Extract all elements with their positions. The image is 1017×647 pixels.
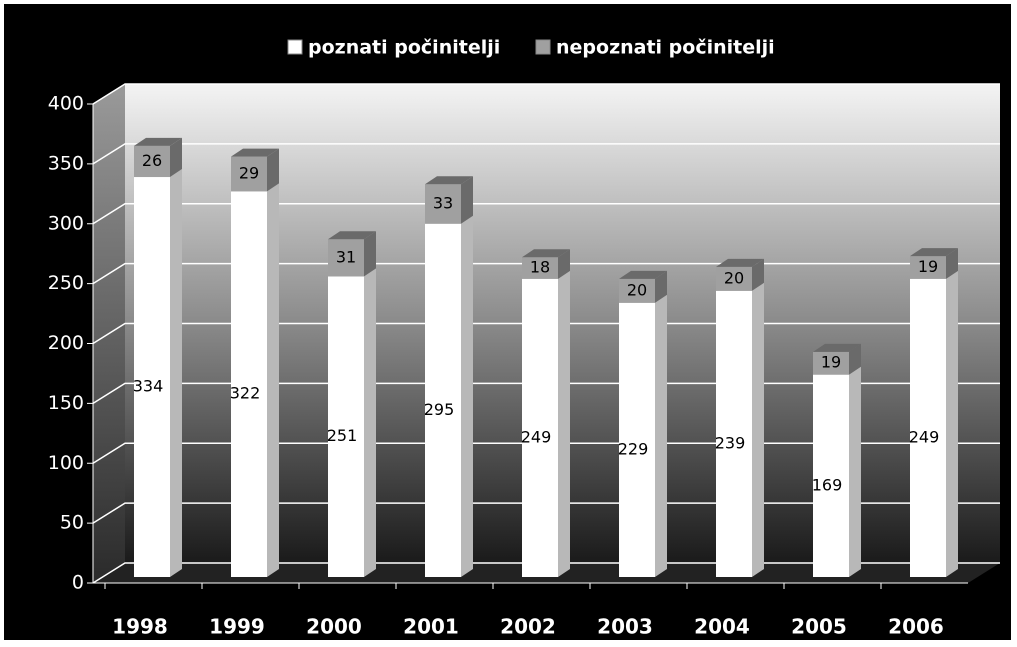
legend-label: poznati počinitelji: [308, 37, 500, 59]
bar-side: [267, 183, 279, 577]
bar-side: [558, 249, 570, 279]
data-label: 251: [327, 426, 358, 445]
y-tick-label: 350: [48, 152, 84, 174]
bar-side: [655, 270, 667, 303]
x-tick-label: 2003: [597, 615, 653, 639]
grid-line: [92, 562, 1000, 584]
y-tick-label: 250: [48, 272, 84, 294]
bar-segment: [910, 278, 946, 577]
grid-line: [92, 502, 1000, 524]
x-tick-label: 2004: [694, 615, 750, 639]
bar-top: [231, 148, 279, 157]
x-tick-label: 2006: [888, 615, 944, 639]
bar-side: [655, 294, 667, 577]
grid-line: [92, 442, 1000, 464]
bar-segment: [134, 177, 170, 577]
x-tick-label: 1998: [112, 615, 168, 639]
legend-swatch: [287, 39, 303, 55]
bar-segment: [231, 191, 267, 577]
data-label: 249: [521, 427, 552, 446]
y-tick-label: 50: [60, 512, 84, 534]
bar-top: [134, 137, 182, 146]
bar-side: [267, 148, 279, 192]
data-label: 249: [909, 427, 940, 446]
data-label: 334: [133, 377, 164, 396]
data-label: 169: [812, 475, 843, 494]
bar-segment: [813, 351, 849, 375]
data-label: 26: [142, 151, 162, 170]
bar-side: [558, 270, 570, 577]
bar-side: [752, 258, 764, 291]
bar-segment: [619, 302, 655, 577]
data-label: 29: [239, 164, 259, 183]
bar-top: [522, 249, 570, 258]
y-tick-label: 200: [48, 332, 84, 354]
data-label: 31: [336, 247, 356, 266]
grid-line: [92, 83, 1000, 105]
data-label: 322: [230, 384, 261, 403]
bar-side: [752, 282, 764, 577]
data-label: 20: [724, 268, 744, 287]
legend-swatch: [535, 39, 551, 55]
bar-segment: [231, 156, 267, 192]
bar-segment: [910, 256, 946, 279]
data-label: 229: [618, 439, 649, 458]
bar-side: [364, 231, 376, 277]
bar-top: [716, 258, 764, 267]
bar-segment: [328, 276, 364, 577]
data-label: 18: [530, 258, 550, 277]
x-tick-label: 2001: [403, 615, 459, 639]
bar-segment: [619, 278, 655, 303]
x-tick-label: 2002: [500, 615, 556, 639]
y-tick-label: 100: [48, 452, 84, 474]
data-label: 33: [433, 193, 453, 212]
x-tick-label: 1999: [209, 615, 265, 639]
y-tick-label: 0: [72, 572, 84, 594]
bar-segment: [813, 374, 849, 577]
bar-top: [813, 343, 861, 352]
bar-segment: [328, 239, 364, 277]
bar-segment: [425, 184, 461, 224]
bar-segment: [134, 145, 170, 178]
y-tick-label: 400: [48, 93, 84, 115]
legend-label: nepoznati počinitelji: [556, 37, 775, 59]
bar-side: [946, 270, 958, 577]
bar-side: [849, 366, 861, 577]
grid-line: [92, 322, 1000, 345]
bar-segment: [716, 290, 752, 577]
bar-segment: [425, 223, 461, 578]
bar-top: [328, 231, 376, 240]
bar-side: [170, 169, 182, 577]
data-label: 19: [821, 353, 841, 372]
bar-side: [849, 343, 861, 375]
bar-top: [910, 248, 958, 257]
data-label: 19: [918, 257, 938, 276]
x-tick-label: 2005: [791, 615, 847, 639]
bar-side: [461, 176, 473, 224]
grid-line: [92, 382, 1000, 405]
bar-top: [619, 270, 667, 279]
data-label: 295: [424, 400, 455, 419]
bar-segment: [522, 278, 558, 577]
bar-segment: [716, 266, 752, 291]
bar-side: [364, 268, 376, 577]
data-label: 239: [715, 433, 746, 452]
bar-top: [425, 176, 473, 185]
grid-line: [92, 262, 1000, 285]
x-tick-label: 2000: [306, 615, 362, 639]
grid-line: [92, 203, 1000, 225]
bar-segment: [522, 257, 558, 279]
y-tick-label: 150: [48, 392, 84, 414]
data-label: 20: [627, 280, 647, 299]
y-tick-label: 300: [48, 212, 84, 234]
grid-line: [92, 143, 1000, 165]
bar-side: [946, 248, 958, 279]
bar-side: [170, 137, 182, 178]
bar-side: [461, 215, 473, 578]
